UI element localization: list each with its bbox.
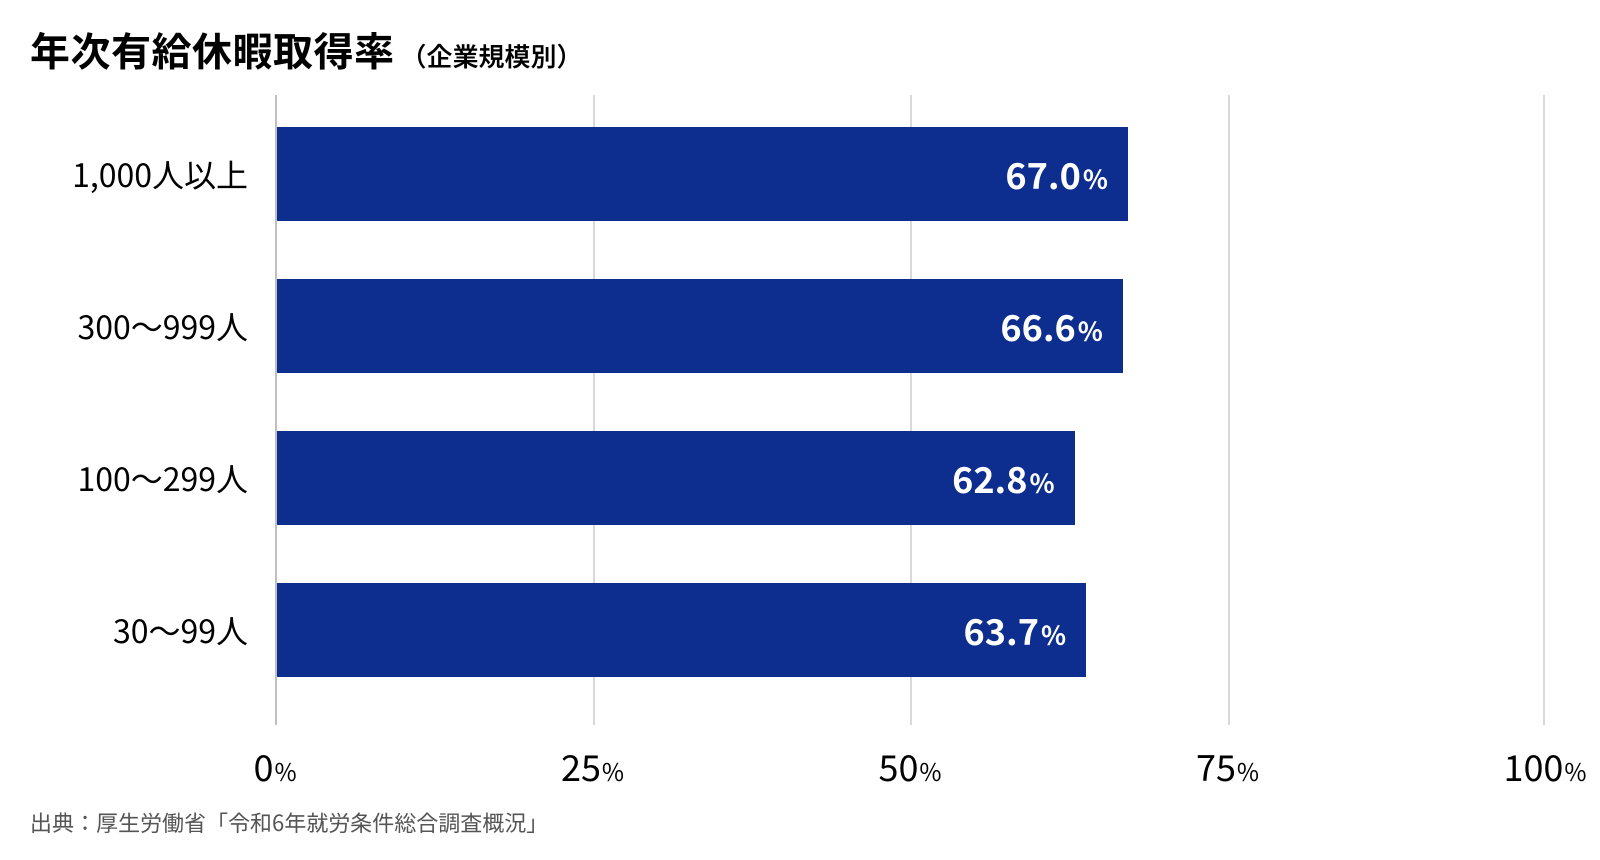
chart-title-sub: （企業規模別） [401,37,583,74]
x-axis: 0 % 25 % 50 % 75 % 100 % [275,740,1545,790]
bar-2: 62.8 % [277,431,1075,525]
x-tick-0: 0 % [253,740,296,792]
y-label-3: 30～99人 [113,583,248,677]
bar-0: 67.0 % [277,127,1128,221]
bar-0-value: 67.0 % [1005,148,1107,200]
bar-1-value-pct: % [1078,312,1103,349]
bar-3-value-num: 63.7 [964,604,1039,656]
chart-title: 年次有給休暇取得率 （企業規模別） [30,20,583,78]
bar-3: 63.7 % [277,583,1086,677]
chart-plot-area: 67.0 % 66.6 % 62.8 % 63.7 % [275,95,1545,725]
x-tick-25-pct: % [602,753,624,788]
x-tick-50-pct: % [919,753,941,788]
y-label-1: 300～999人 [77,279,248,373]
bar-1-value: 66.6 % [1000,300,1102,352]
x-tick-100: 100 % [1503,740,1586,792]
x-tick-50-num: 50 [878,740,918,792]
x-tick-0-pct: % [274,753,296,788]
bar-0-value-num: 67.0 [1005,148,1080,200]
source-citation: 出典：厚生労働省「令和6年就労条件総合調査概況」 [30,806,548,838]
bar-2-value-pct: % [1030,464,1055,501]
x-tick-75-num: 75 [1196,740,1236,792]
y-label-2: 100～299人 [77,431,248,525]
x-tick-75: 75 % [1196,740,1259,792]
chart-title-main: 年次有給休暇取得率 [30,20,395,78]
x-tick-50: 50 % [878,740,941,792]
bar-3-value: 63.7 % [964,604,1066,656]
x-tick-25: 25 % [561,740,624,792]
x-tick-100-pct: % [1564,753,1586,788]
y-label-0: 1,000人以上 [72,127,248,221]
bars-group: 67.0 % 66.6 % 62.8 % 63.7 % [275,95,1545,725]
x-tick-0-num: 0 [253,740,273,792]
bar-2-value-num: 62.8 [952,452,1027,504]
x-tick-75-pct: % [1237,753,1259,788]
bar-1-value-num: 66.6 [1000,300,1075,352]
bar-3-value-pct: % [1041,616,1066,653]
bar-1: 66.6 % [277,279,1123,373]
x-tick-25-num: 25 [561,740,601,792]
bar-0-value-pct: % [1083,160,1108,197]
x-tick-100-num: 100 [1503,740,1563,792]
y-axis-labels: 1,000人以上 300～999人 100～299人 30～99人 [30,95,260,725]
bar-2-value: 62.8 % [952,452,1054,504]
